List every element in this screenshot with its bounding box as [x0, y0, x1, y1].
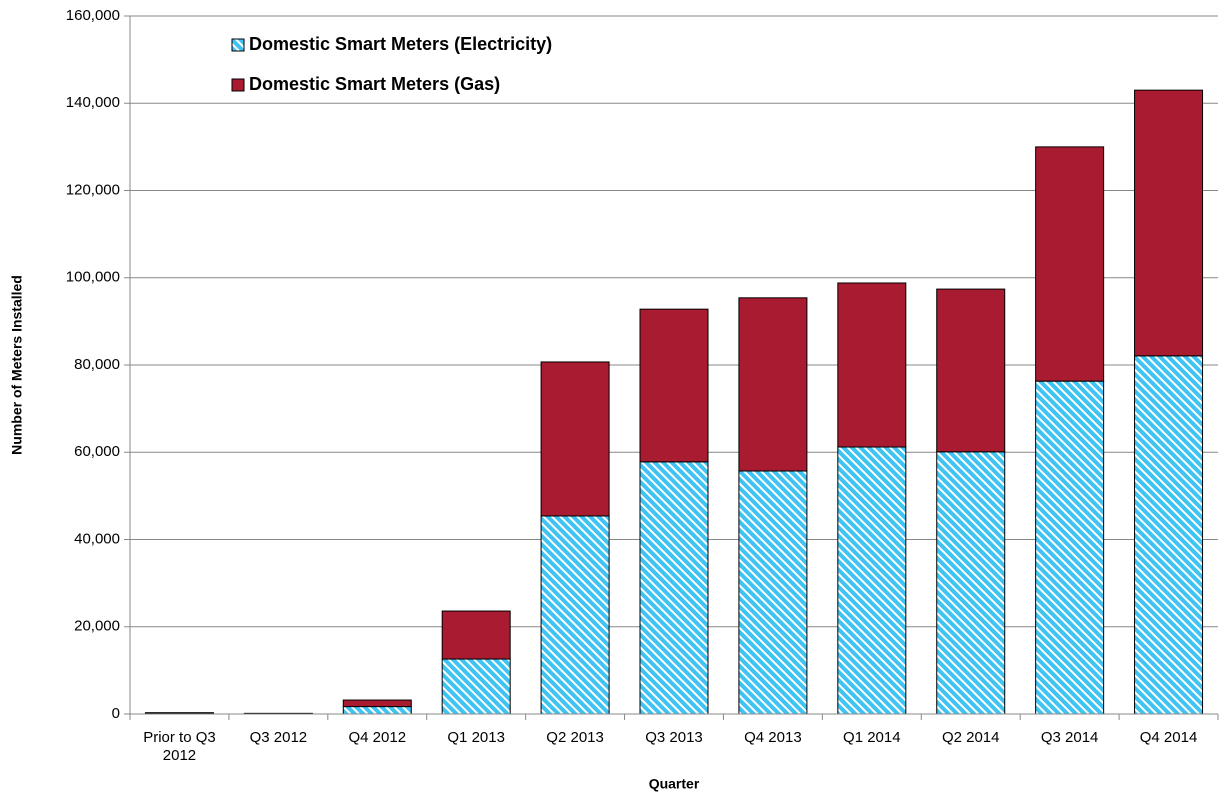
bar-segment — [1134, 89, 1204, 357]
x-tick-label: Q4 2012 — [348, 729, 407, 746]
bar-segment — [639, 308, 709, 463]
bar-segment — [1035, 146, 1105, 382]
x-tick-label: Q2 2013 — [546, 729, 604, 746]
bar-segment — [1134, 355, 1204, 715]
x-tick-label: Q4 2014 — [1139, 729, 1198, 746]
legend-swatch — [231, 38, 245, 52]
y-tick-label: 120,000 — [66, 181, 120, 198]
bar-segment — [639, 461, 709, 715]
x-tick-label: Prior to Q3 2012 — [143, 729, 216, 764]
bar-segment — [540, 515, 610, 715]
x-tick-label: Q3 2012 — [249, 729, 308, 746]
y-tick-label: 0 — [112, 705, 120, 722]
bar-segment — [837, 282, 907, 448]
legend-swatch — [231, 78, 245, 92]
legend-label: Domestic Smart Meters (Gas) — [249, 74, 500, 94]
y-axis-title: Number of Meters Installed — [9, 275, 25, 455]
y-tick-label: 20,000 — [74, 618, 120, 635]
bar-segment — [441, 610, 511, 660]
x-tick-label: Q1 2013 — [447, 729, 505, 746]
y-tick-label: 80,000 — [74, 356, 120, 373]
y-tick-label: 40,000 — [74, 530, 120, 547]
y-tick-label: 100,000 — [66, 269, 120, 286]
x-axis-title: Quarter — [649, 776, 700, 792]
x-tick-label: Q1 2014 — [843, 729, 901, 746]
x-tick-label: Q3 2014 — [1040, 729, 1099, 746]
bar-segment — [936, 288, 1006, 453]
bar-segment — [540, 361, 610, 517]
x-tick-label: Q3 2013 — [645, 729, 703, 746]
y-tick-label: 60,000 — [74, 443, 120, 460]
x-tick-label: Q4 2013 — [744, 729, 802, 746]
bar-segment — [342, 699, 412, 708]
bar-segment — [1035, 380, 1105, 715]
bar-segment — [837, 446, 907, 715]
bar-segment — [738, 470, 808, 715]
legend-label: Domestic Smart Meters (Electricity) — [249, 34, 552, 54]
bar-segment — [441, 658, 511, 715]
bar-segment — [936, 451, 1006, 715]
bar-segment — [342, 706, 412, 715]
x-tick-label: Q2 2014 — [941, 729, 1000, 746]
y-tick-label: 160,000 — [66, 7, 120, 24]
y-tick-label: 140,000 — [66, 94, 120, 111]
bar-segment — [738, 297, 808, 472]
